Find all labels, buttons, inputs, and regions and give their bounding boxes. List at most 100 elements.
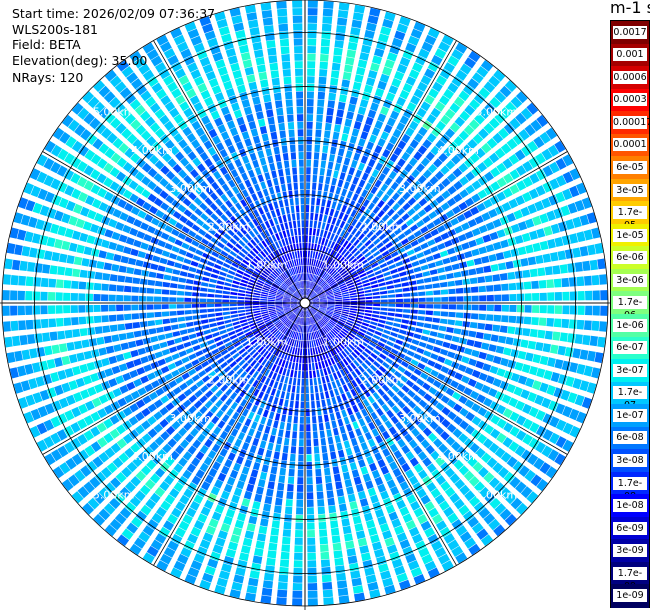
heatmap-cell	[481, 384, 491, 394]
heatmap-cell	[164, 101, 176, 112]
heatmap-cell	[25, 200, 36, 212]
heatmap-cell	[215, 409, 224, 419]
heatmap-cell	[56, 279, 64, 288]
heatmap-cell	[190, 169, 199, 179]
heatmap-cell	[401, 385, 410, 393]
heatmap-cell	[256, 282, 264, 287]
heatmap-cell	[457, 233, 467, 242]
heatmap-cell	[315, 259, 319, 267]
heatmap-cell	[287, 484, 294, 492]
heatmap-cell	[464, 347, 473, 356]
heatmap-cell	[328, 154, 335, 162]
heatmap-cell	[121, 528, 134, 540]
heatmap-cell	[233, 574, 245, 584]
heatmap-cell	[351, 370, 358, 379]
heatmap-cell	[494, 147, 506, 159]
heatmap-cell	[222, 311, 231, 316]
heatmap-cell	[407, 208, 416, 217]
heatmap-cell	[151, 141, 162, 152]
heatmap-cell	[321, 318, 327, 324]
heatmap-cell	[320, 437, 327, 446]
heatmap-cell	[295, 235, 299, 244]
heatmap-cell	[244, 245, 251, 252]
heatmap-cell	[229, 7, 241, 17]
heatmap-cell	[382, 18, 394, 29]
heatmap-cell	[248, 212, 255, 220]
heatmap-cell	[122, 372, 132, 382]
heatmap-cell	[397, 233, 406, 241]
heatmap-cell	[332, 286, 339, 291]
heatmap-cell	[307, 317, 310, 325]
heatmap-cell	[327, 332, 333, 340]
heatmap-cell	[214, 366, 222, 374]
heatmap-cell	[394, 242, 403, 250]
heatmap-cell	[268, 55, 278, 64]
heatmap-cell	[265, 195, 272, 204]
heatmap-cell	[309, 227, 313, 236]
heatmap-cell	[252, 308, 260, 311]
heatmap-cell	[310, 308, 316, 314]
heatmap-cell	[362, 371, 370, 379]
heatmap-cell	[391, 237, 400, 245]
heatmap-cell	[361, 44, 371, 54]
heatmap-cell	[496, 162, 507, 174]
heatmap-cell	[321, 566, 331, 575]
heatmap-cell	[318, 310, 325, 314]
heatmap-cell	[79, 328, 88, 337]
heatmap-cell	[316, 322, 321, 329]
heatmap-cell	[522, 328, 531, 337]
heatmap-cell	[253, 209, 260, 218]
heatmap-cell	[371, 314, 380, 318]
heatmap-cell	[167, 540, 179, 552]
colorbar-label: 1e-08	[613, 499, 647, 513]
heatmap-cell	[54, 384, 64, 396]
heatmap-cell	[154, 486, 166, 498]
heatmap-cell	[94, 383, 104, 394]
heatmap-cell	[132, 322, 141, 329]
heatmap-cell	[275, 300, 283, 302]
heatmap-cell	[396, 186, 405, 196]
heatmap-cell	[397, 247, 406, 254]
heatmap-cell	[318, 261, 323, 269]
heatmap-cell	[326, 256, 331, 264]
heatmap-cell	[305, 212, 309, 220]
heatmap-cell	[418, 258, 427, 265]
heatmap-cell	[275, 321, 282, 327]
heatmap-cell	[21, 349, 31, 360]
heatmap-cell	[98, 394, 109, 404]
heatmap-cell	[306, 273, 308, 281]
heatmap-cell	[340, 86, 349, 96]
heatmap-cell	[146, 287, 155, 294]
heatmap-cell	[400, 276, 408, 282]
heatmap-cell	[402, 258, 411, 264]
heatmap-cell	[341, 464, 349, 473]
heatmap-cell	[473, 93, 486, 105]
colorbar-label: 1e-06	[613, 318, 647, 332]
heatmap-cell	[378, 33, 389, 43]
heatmap-cell	[408, 157, 418, 167]
heatmap-cell	[191, 359, 200, 367]
heatmap-cell	[83, 112, 95, 125]
heatmap-cell	[554, 292, 562, 301]
heatmap-cell	[236, 331, 244, 337]
heatmap-cell	[318, 422, 324, 431]
heatmap-cell	[533, 457, 545, 470]
heatmap-cell	[305, 220, 309, 228]
heatmap-cell	[298, 439, 304, 447]
heatmap-cell	[451, 49, 464, 61]
heatmap-cell	[267, 301, 275, 303]
heatmap-cell	[342, 301, 350, 303]
heatmap-cell	[306, 310, 308, 318]
heatmap-cell	[226, 327, 234, 332]
heatmap-cell	[236, 405, 244, 414]
heatmap-cell	[384, 275, 393, 281]
heatmap-cell	[314, 285, 319, 292]
heatmap-cell	[477, 322, 486, 330]
heatmap-cell	[93, 315, 102, 324]
heatmap-cell	[434, 170, 445, 181]
heatmap-cell	[446, 197, 457, 207]
heatmap-cell	[291, 259, 295, 267]
heatmap-cell	[389, 153, 399, 163]
heatmap-cell	[151, 380, 160, 389]
heatmap-cell	[505, 261, 514, 270]
